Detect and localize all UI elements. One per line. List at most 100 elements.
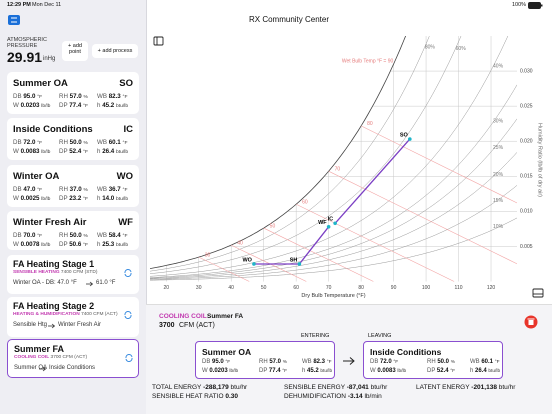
field-value: 72.0 [380, 359, 392, 365]
field-value: 0.0078 [20, 240, 40, 248]
field-unit: °F [326, 360, 332, 365]
field: h 45.2 btu/lb [97, 102, 128, 109]
process-kind: COOLING COIL [14, 355, 50, 360]
entering-box: Summer OA DB 95.0 °F RH 57.0 % WB 82.3 °F… [195, 341, 335, 379]
state-point-label: WO [242, 257, 252, 263]
total-label: SENSIBLE HEAT RATIO [152, 393, 224, 400]
field: RH 57.0 % [259, 359, 287, 365]
total-unit: btu/hr [498, 384, 516, 391]
field-value: 77.4 [69, 101, 82, 109]
process-from: Sensible Htg [13, 322, 48, 328]
total-label: LATENT ENERGY [416, 384, 470, 391]
x-tick-label: 80 [358, 285, 364, 291]
field: DB 47.0 °F [13, 186, 42, 193]
process-card[interactable]: Summer FA COOLING COIL 3700 CFM (ACT) Sum… [7, 339, 139, 378]
page-title: RX Community Center [248, 15, 330, 24]
field: W 0.0025 lb/lb [13, 195, 50, 202]
field-unit: btu/lb [115, 149, 129, 155]
settings-icon[interactable] [7, 14, 21, 26]
process-kind: HEATING & HUMIDIFICATION [13, 312, 80, 317]
field-label: W [13, 194, 19, 202]
field: h 26.4 btu/lb [470, 368, 500, 374]
field-label: h [302, 367, 306, 374]
rh-curve [150, 118, 517, 279]
point-card[interactable]: Winter Fresh Air WF DB 70.0 °F RH 50.0 % W… [7, 211, 139, 250]
delete-button[interactable] [524, 315, 538, 329]
field-value: 60.1 [481, 359, 494, 365]
field: h 45.2 btu/lb [302, 368, 332, 374]
field-unit: % [83, 234, 88, 239]
field-unit: °F [37, 234, 43, 239]
field-label: WB [97, 186, 107, 193]
field: WB 82.3 °F [302, 359, 332, 365]
field-unit: lb/lb [229, 368, 239, 374]
process-card[interactable]: FA Heating Stage 2 HEATING & HUMIDIFICATI… [7, 297, 139, 337]
process-subtitle: COOLING COIL 3700 CFM (ACT) [14, 355, 87, 360]
field: WB 58.4 °F [97, 232, 128, 239]
field: W 0.0203 lb/lb [202, 368, 238, 374]
rh-label: 60% [456, 46, 467, 52]
total-value: -288,179 [203, 384, 229, 391]
rh-label: 40% [493, 64, 504, 70]
sidebar-toggle[interactable] [153, 36, 164, 46]
point-card[interactable]: Inside Conditions IC DB 72.0 °F RH 50.0 % … [7, 118, 139, 160]
process-icon[interactable] [124, 353, 134, 363]
y-tick-label: 0.025 [520, 103, 533, 109]
process-card[interactable]: FA Heating Stage 1 SENSIBLE HEATING 7400 … [7, 255, 139, 294]
point-code: WF [118, 217, 133, 228]
rh-label: 80% [425, 45, 436, 51]
window-icon[interactable] [532, 288, 544, 298]
field-value: 45.2 [102, 101, 115, 109]
field-label: DB [370, 359, 379, 365]
sidebar: 12:29 PM Mon Dec 11 ATMOSPHERIC PRESSURE… [0, 0, 147, 414]
field-value: 0.0083 [20, 147, 40, 155]
field-value: 70.0 [23, 232, 36, 239]
leaving-box: Inside Conditions DB 72.0 °F RH 50.0 % WB… [363, 341, 503, 379]
field-unit: % [450, 360, 455, 365]
process-icon[interactable] [123, 268, 133, 278]
wet-bulb-label: 70 [335, 167, 341, 173]
field-label: h [97, 101, 101, 109]
field-unit: btu/lb [320, 368, 333, 374]
field-label: DP [427, 367, 436, 374]
wet-bulb-line [198, 256, 250, 282]
field-value: 36.7 [108, 186, 121, 193]
point-card[interactable]: Winter OA WO DB 47.0 °F RH 37.0 % WB 36.7 … [7, 165, 139, 207]
field-label: W [13, 101, 19, 109]
wet-bulb-line [328, 170, 517, 265]
field-value: 37.0 [69, 186, 82, 193]
field: WB 82.3 °F [97, 93, 128, 100]
process-cfm: 7400 CFM (STD) [60, 270, 98, 275]
wet-bulb-label: 40 [237, 240, 243, 246]
process-cfm: 7400 CFM (ACT) [81, 312, 118, 317]
rh-curve [150, 185, 517, 280]
field-label: RH [259, 359, 268, 365]
field-unit: % [83, 141, 88, 146]
state-point-label: SO [400, 133, 409, 139]
total-unit: btu/hr [230, 384, 248, 391]
process-from: Winter OA - DB: 47.0 °F [13, 280, 77, 286]
field: h 26.4 btu/lb [97, 148, 128, 155]
field: DP 23.2 °F [59, 195, 88, 202]
total: SENSIBLE ENERGY -87,041 btu/hr [284, 384, 387, 391]
point-code: WO [116, 171, 133, 182]
x-tick-label: 120 [487, 285, 496, 291]
add-point-button[interactable]: + add point [62, 41, 88, 61]
field-label: DB [13, 232, 22, 239]
field-label: W [13, 147, 19, 155]
y-tick-label: 0.005 [520, 244, 533, 250]
point-card[interactable]: Summer OA SO DB 95.0 °F RH 57.0 % WB 82.3 … [7, 72, 139, 114]
saturation-curve [150, 36, 407, 269]
x-axis-title: Dry Bulb Temperature (°F) [301, 293, 365, 299]
field-value: 58.4 [108, 232, 121, 239]
path-arrow [86, 281, 94, 286]
plot-area [150, 36, 517, 282]
process-icon[interactable] [123, 310, 133, 320]
field-label: W [202, 367, 208, 374]
wet-bulb-line [263, 227, 374, 282]
y-tick-label: 0.020 [520, 139, 533, 145]
field-unit: °F [122, 95, 128, 100]
total-value: -3.14 [347, 393, 363, 400]
add-process-button[interactable]: + add process [92, 44, 138, 58]
